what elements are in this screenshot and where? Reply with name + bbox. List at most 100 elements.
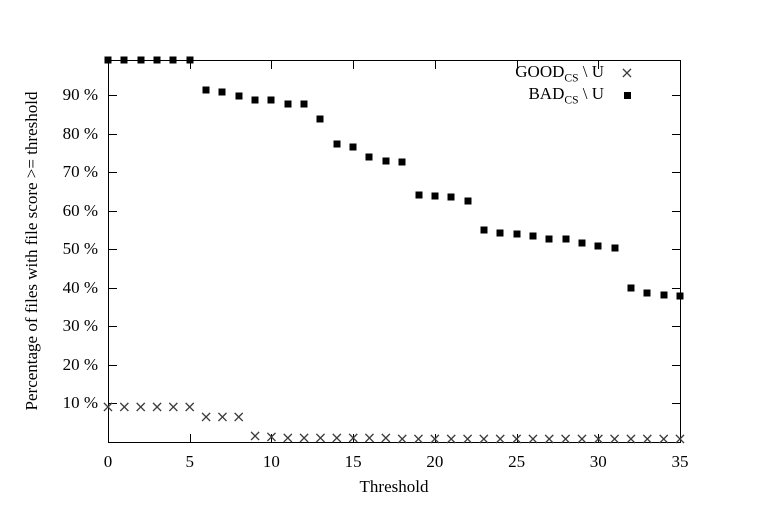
data-point-bad	[300, 100, 308, 108]
data-point-bad	[169, 56, 177, 64]
data-point-good: ×	[379, 428, 393, 448]
data-point-bad	[447, 193, 455, 201]
data-point-good: ×	[411, 428, 426, 448]
data-point-bad	[333, 140, 341, 148]
x-tick-label: 20	[426, 452, 444, 471]
data-point-good: ×	[199, 406, 213, 426]
data-point-good: ×	[575, 428, 589, 448]
data-point-good: ×	[183, 396, 197, 416]
data-point-bad	[235, 92, 243, 100]
x-tick-label: 15	[344, 452, 362, 471]
x-tick-mark-top	[434, 61, 436, 69]
data-point-good: ×	[281, 427, 295, 447]
data-point-good: ×	[428, 428, 442, 448]
plot-area	[108, 60, 681, 443]
y-tick-mark	[109, 326, 117, 328]
y-tick-mark-right	[672, 249, 680, 251]
data-point-bad	[562, 235, 570, 243]
x-marker-icon: ×	[620, 63, 634, 82]
data-point-good: ×	[395, 428, 409, 448]
x-tick-mark-top	[598, 61, 600, 69]
data-point-good: ×	[330, 428, 344, 448]
data-point-good: ×	[313, 428, 328, 448]
data-point-good: ×	[362, 428, 377, 448]
y-tick-mark-right	[672, 95, 680, 97]
data-point-bad	[545, 235, 553, 243]
data-point-bad	[611, 244, 619, 252]
data-point-bad	[202, 86, 210, 94]
data-point-good: ×	[346, 428, 360, 448]
x-tick-mark-top	[353, 61, 355, 69]
data-point-bad	[153, 56, 161, 64]
y-tick-label: 70 %	[62, 162, 98, 182]
x-tick-label: 25	[508, 452, 526, 471]
data-point-good: ×	[150, 397, 164, 417]
data-point-good: ×	[166, 397, 181, 417]
x-tick-mark	[108, 434, 109, 442]
x-tick-label: 0	[103, 452, 113, 471]
data-point-bad	[594, 242, 602, 250]
x-tick-label: 30	[589, 452, 607, 471]
data-point-good: ×	[509, 428, 524, 448]
data-point-bad	[513, 230, 521, 238]
data-point-bad	[349, 143, 357, 151]
y-tick-mark-right	[672, 287, 680, 289]
data-point-good: ×	[542, 428, 556, 448]
data-point-good: ×	[656, 429, 671, 449]
x-tick-mark-top	[108, 61, 109, 69]
y-tick-label: 20 %	[62, 354, 98, 374]
x-tick-mark-top	[516, 61, 518, 69]
y-tick-label: 10 %	[62, 393, 98, 413]
y-tick-mark	[109, 133, 117, 135]
data-point-good: ×	[640, 429, 655, 449]
x-tick-mark	[353, 434, 355, 442]
data-point-bad	[676, 292, 684, 300]
data-point-good: ×	[607, 428, 622, 448]
y-tick-label: 80 %	[62, 123, 98, 143]
data-point-good: ×	[248, 425, 262, 445]
data-point-good: ×	[232, 407, 246, 427]
data-point-bad	[382, 157, 390, 165]
data-point-bad	[137, 56, 145, 64]
x-axis-label: Threshold	[359, 477, 429, 496]
y-tick-label: 30 %	[62, 316, 98, 336]
y-tick-label: 60 %	[62, 200, 98, 220]
data-point-good: ×	[297, 428, 311, 448]
data-point-bad	[660, 291, 668, 298]
data-point-good: ×	[624, 429, 638, 449]
x-tick-label: 5	[185, 452, 194, 471]
legend-item-good: GOODCS \ U ×	[515, 62, 650, 84]
legend-label-bad: BADCS \ U	[528, 83, 604, 107]
data-point-bad	[627, 284, 635, 292]
y-tick-mark-right	[672, 326, 680, 328]
y-tick-label: 40 %	[62, 277, 98, 297]
data-point-good: ×	[460, 428, 475, 448]
y-tick-mark	[109, 403, 117, 405]
data-point-bad	[431, 192, 439, 200]
legend-marker-cell-bad	[604, 91, 650, 99]
data-point-bad	[578, 239, 586, 247]
y-tick-mark	[109, 249, 117, 251]
legend-item-bad: BADCS \ U	[515, 84, 650, 106]
y-tick-label: 90 %	[62, 85, 98, 105]
x-tick-label: 35	[671, 452, 689, 471]
y-tick-mark-right	[672, 172, 680, 174]
y-tick-label: 50 %	[62, 239, 98, 259]
y-tick-mark	[109, 210, 117, 212]
x-tick-mark-top	[189, 61, 191, 69]
y-tick-mark-right	[672, 403, 680, 405]
x-tick-label: 10	[262, 452, 280, 471]
y-tick-mark	[109, 95, 117, 97]
data-point-bad	[529, 232, 537, 240]
y-tick-mark	[109, 287, 117, 289]
data-point-good: ×	[117, 397, 132, 417]
data-point-good: ×	[215, 407, 230, 427]
data-point-good: ×	[264, 426, 279, 446]
data-point-bad	[186, 56, 194, 64]
legend: GOODCS \ U × BADCS \ U	[515, 62, 650, 106]
data-point-bad	[284, 100, 292, 107]
data-point-good: ×	[444, 428, 458, 448]
x-tick-mark-top	[680, 61, 681, 69]
data-point-bad	[496, 229, 504, 237]
data-point-good: ×	[101, 397, 115, 417]
